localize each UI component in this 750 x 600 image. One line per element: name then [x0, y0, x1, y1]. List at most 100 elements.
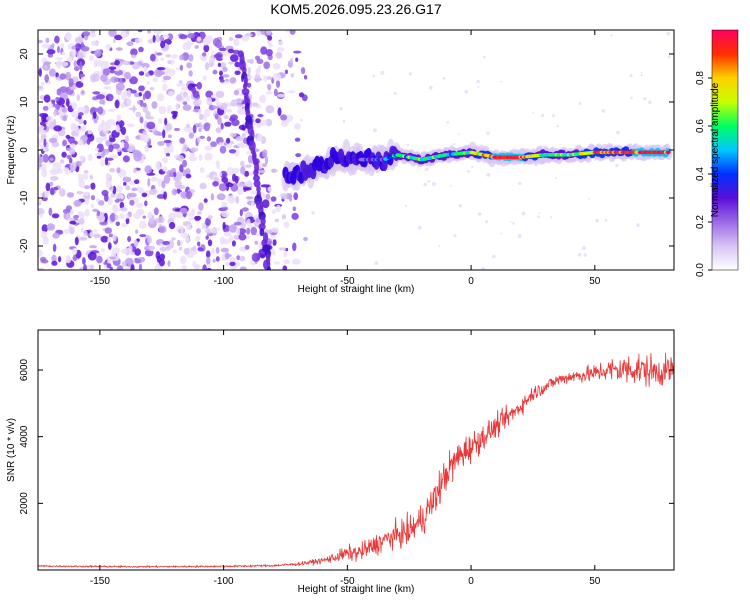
noise-blob	[215, 247, 220, 254]
noise-blob	[139, 234, 147, 238]
noise-blob	[162, 166, 168, 172]
noise-blob	[83, 120, 87, 125]
noise-blob	[38, 39, 43, 44]
noise-dot	[477, 86, 480, 89]
spectrogram-y-axis: -20 -10 0 10 20	[19, 48, 674, 253]
noise-blob	[265, 30, 272, 36]
noise-blob	[78, 119, 84, 125]
noise-blob	[180, 255, 187, 265]
noise-blob	[227, 48, 235, 54]
noise-dot	[615, 163, 619, 168]
noise-dot	[417, 225, 422, 230]
noise-blob	[244, 170, 250, 177]
noise-blob	[40, 256, 47, 263]
noise-blob	[83, 230, 88, 236]
noise-blob	[50, 176, 59, 181]
noise-blob	[206, 97, 213, 105]
x-tick-label: 0	[468, 276, 474, 287]
noise-blob	[77, 173, 84, 183]
noise-dot	[512, 222, 515, 225]
noise-blob	[128, 245, 133, 252]
x-tick-label: -150	[90, 576, 110, 587]
noise-blob	[219, 79, 225, 83]
noise-blob	[226, 137, 231, 144]
noise-blob	[275, 51, 283, 59]
noise-blob	[113, 207, 123, 212]
noise-blob	[298, 92, 305, 98]
noise-blob	[82, 173, 89, 181]
noise-blob	[241, 207, 249, 212]
noise-blob	[134, 179, 140, 185]
noise-blob	[120, 126, 127, 136]
noise-blob	[188, 54, 194, 62]
noise-dot	[464, 90, 469, 94]
noise-blob	[84, 185, 90, 190]
noise-blob	[55, 60, 62, 69]
noise-blob	[272, 72, 282, 81]
noise-blob	[107, 196, 113, 205]
noise-blob	[146, 81, 150, 85]
noise-blob	[120, 140, 125, 148]
noise-blob	[182, 104, 192, 111]
noise-blob	[218, 75, 224, 81]
noise-blob	[215, 97, 219, 105]
noise-blob	[186, 123, 190, 128]
noise-blob	[71, 45, 76, 50]
noise-blob	[260, 30, 266, 36]
noise-blob	[176, 83, 186, 87]
noise-blob	[250, 190, 258, 195]
noise-blob	[44, 191, 49, 198]
noise-blob	[52, 243, 57, 252]
noise-blob	[289, 193, 293, 202]
noise-blob	[168, 68, 176, 77]
noise-blob	[125, 184, 131, 191]
noise-blob	[197, 136, 201, 143]
noise-blob	[120, 207, 128, 212]
snr-y-axis: 2000 4000 6000	[19, 358, 674, 514]
noise-blob	[179, 54, 185, 61]
diagonal-blob	[242, 66, 247, 75]
noise-blob	[237, 142, 245, 148]
noise-blob	[116, 167, 121, 174]
noise-blob	[219, 172, 222, 177]
noise-blob	[114, 34, 123, 41]
noise-blob	[90, 73, 97, 83]
noise-blob	[244, 164, 253, 168]
noise-blob	[59, 42, 65, 49]
noise-blob	[270, 196, 277, 202]
noise-blob	[206, 256, 211, 266]
noise-blob	[260, 46, 268, 55]
noise-blob	[45, 182, 51, 192]
noise-blob	[165, 123, 173, 131]
noise-blob	[68, 137, 75, 143]
noise-blob	[38, 129, 47, 135]
noise-blob	[52, 232, 60, 239]
noise-blob	[212, 105, 217, 110]
noise-dot	[551, 114, 555, 118]
noise-blob	[178, 34, 188, 40]
noise-dot	[424, 167, 429, 172]
noise-blob	[144, 165, 152, 174]
noise-blob	[176, 94, 183, 101]
noise-blob	[97, 106, 104, 115]
noise-blob	[143, 66, 148, 73]
noise-blob	[168, 144, 174, 153]
noise-blob	[99, 99, 105, 105]
noise-blob	[53, 186, 59, 191]
noise-blob	[207, 215, 213, 220]
noise-blob	[139, 99, 144, 108]
noise-blob	[77, 211, 83, 217]
noise-dot	[457, 133, 460, 135]
colorbar-tick-label: 0.6	[695, 119, 706, 133]
noise-blob	[197, 211, 203, 215]
noise-blob	[65, 134, 71, 139]
noise-blob	[164, 117, 168, 126]
noise-blob	[290, 73, 295, 78]
noise-blob	[149, 188, 157, 196]
noise-blob	[199, 167, 205, 173]
noise-blob	[179, 91, 184, 95]
noise-blob	[172, 249, 178, 254]
noise-blob	[177, 239, 181, 247]
noise-blob	[139, 133, 145, 142]
noise-blob	[273, 88, 278, 97]
